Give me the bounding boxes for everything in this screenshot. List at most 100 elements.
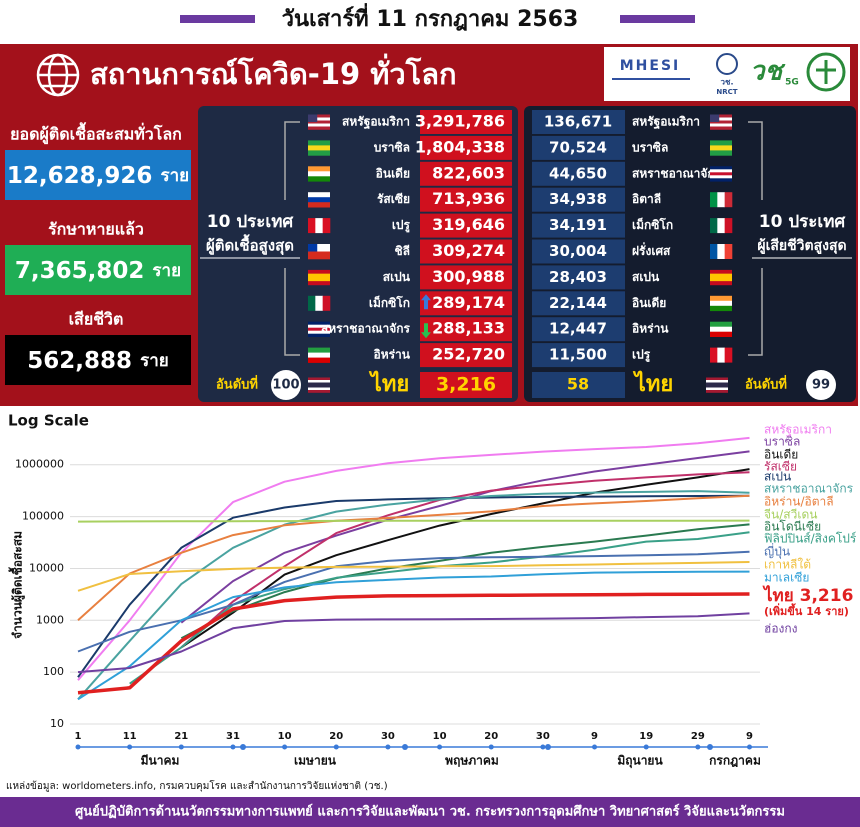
- flag: [308, 377, 330, 381]
- deaths-value: 12,447: [549, 320, 607, 338]
- flag: [308, 273, 330, 278]
- country-name: สหรัฐอเมริกา: [632, 115, 700, 130]
- country-name: เม็กซิโก: [632, 217, 673, 232]
- flag: [710, 192, 718, 208]
- y-axis-label: จำนวนผู้ติดเชื้อสะสม: [8, 531, 26, 639]
- country-name: สหรัฐอเมริกา: [342, 115, 410, 130]
- deaths-subtitle: ผู้เสียชีวิตสูงสุด: [757, 238, 846, 254]
- logo: MHESI: [620, 58, 681, 74]
- x-tick: [540, 744, 546, 750]
- value-cell: [420, 291, 512, 316]
- source: แหล่งข้อมูล: worldometers.info, กรมควบคุ…: [6, 779, 388, 792]
- flag: [315, 218, 323, 234]
- series-line: [77, 519, 750, 523]
- flag: [710, 120, 732, 124]
- flag: [717, 347, 725, 363]
- y-tick-label: 1000000: [15, 458, 64, 471]
- series-label: สหราชอาณาจักร: [764, 482, 854, 496]
- flag: [710, 169, 732, 173]
- flag: [710, 114, 720, 122]
- month-sep: [545, 744, 551, 750]
- flag: [710, 150, 732, 156]
- flag: [308, 145, 330, 151]
- y-tick-label: 100: [43, 665, 64, 678]
- month-label: เมษายน: [294, 754, 337, 768]
- value-cell: [532, 110, 625, 134]
- flag: [706, 385, 728, 388]
- flag: [308, 166, 330, 172]
- flag: [308, 281, 330, 286]
- country-name: เปรู: [392, 218, 411, 233]
- series-label: มาเลเซีย: [764, 571, 809, 585]
- country-name: อิหร่าน: [632, 322, 669, 336]
- series-label: ฮ่องกง: [764, 622, 798, 636]
- flag: [710, 123, 732, 127]
- flag: [710, 269, 732, 274]
- flag: [308, 387, 330, 391]
- x-tick: [178, 744, 184, 750]
- country-name: บราซิล: [374, 140, 410, 154]
- flag: [308, 382, 330, 386]
- country-name: สเปน: [632, 270, 660, 284]
- value-cell: [532, 317, 625, 342]
- deaths-title: 10 ประเทศ: [759, 212, 847, 232]
- logo-line: [612, 78, 690, 80]
- flag: [706, 390, 728, 393]
- cases-value: 309,274: [432, 241, 505, 260]
- value-cell: [420, 372, 512, 398]
- x-tick-label: 10: [278, 731, 292, 742]
- flag: [710, 244, 718, 259]
- cases-value: 319,646: [432, 215, 505, 234]
- value-cell: [532, 187, 625, 212]
- thai-name: ไทย: [369, 370, 409, 397]
- flag: [710, 277, 732, 282]
- flag: [308, 324, 330, 328]
- chart-title: Log Scale: [8, 412, 89, 430]
- x-tick: [75, 744, 81, 750]
- cases-value: 288,133: [432, 319, 505, 338]
- x-tick: [127, 744, 133, 750]
- value-cell: [532, 343, 625, 368]
- y-tick-label: 100000: [22, 510, 64, 523]
- cases-value: 822,603: [432, 163, 505, 182]
- x-tick-label: 1: [75, 731, 82, 742]
- x-tick-label: 31: [226, 731, 240, 742]
- country-name: อินเดีย: [376, 166, 410, 180]
- cases-value: 252,720: [432, 345, 505, 364]
- flag: [308, 380, 330, 383]
- x-tick: [333, 744, 339, 750]
- month-sep: [707, 744, 713, 750]
- rank: 100: [272, 378, 299, 393]
- panel-title: สถานการณ์โควิด-19 ทั่วโลก: [90, 53, 457, 91]
- flag: [308, 176, 330, 182]
- series-label: อิหร่าน/อิตาลี: [764, 495, 834, 509]
- series-line: [77, 550, 750, 653]
- value-cell: [420, 213, 512, 238]
- series-label: สเปน: [764, 470, 791, 484]
- flag: [710, 175, 732, 179]
- flag: [308, 269, 330, 274]
- x-tick-label: 30: [536, 731, 550, 742]
- flag: [710, 117, 732, 121]
- y-tick-label: 10: [50, 717, 64, 730]
- value-cell: [532, 161, 625, 186]
- flag: [308, 357, 330, 363]
- x-tick: [643, 744, 649, 750]
- annotation: (เพิ่มขึ้น 14 ราย): [764, 603, 849, 618]
- flag: [308, 352, 330, 358]
- stat-label: ยอดผู้ติดเชื้อสะสมทั่วโลก: [10, 122, 182, 146]
- flag: [710, 273, 732, 278]
- flag: [706, 377, 728, 381]
- flag: [710, 218, 718, 234]
- flag: [308, 277, 330, 282]
- flag: [710, 166, 732, 170]
- deaths-value: 28,403: [549, 268, 607, 286]
- cases-value: 3,291,786: [415, 112, 505, 131]
- country-name: เปรู: [632, 348, 651, 363]
- flag: [717, 244, 725, 259]
- month-label: มิถุนายน: [617, 754, 663, 769]
- flag: [308, 123, 330, 127]
- stat-unit: ราย: [140, 351, 169, 371]
- flag: [710, 178, 732, 182]
- value-cell: [532, 239, 625, 264]
